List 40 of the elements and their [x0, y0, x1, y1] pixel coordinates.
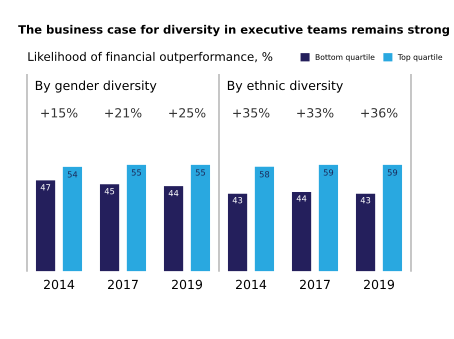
text: By ethnic diversity [228, 80, 343, 93]
data-label: 47 [40, 184, 50, 190]
x-tick-label: 2014 [44, 280, 74, 290]
bar [126, 164, 146, 272]
x-tick-label: 2017 [108, 280, 138, 290]
data-label: 55 [132, 169, 142, 176]
data-label: 45 [104, 188, 114, 194]
text: +33% [297, 108, 334, 118]
bar [382, 164, 402, 272]
bar [100, 184, 120, 272]
chart-title: The business case for diversity in executive teams remains strong [18, 24, 449, 36]
bar [190, 164, 210, 272]
x-tick-label: 2019 [172, 280, 202, 290]
text: +36% [361, 108, 398, 118]
data-label: 59 [324, 169, 334, 176]
bar [228, 194, 248, 272]
data-label: 44 [296, 195, 306, 202]
bar [62, 166, 82, 272]
data-label: 43 [360, 197, 370, 204]
bar [164, 186, 184, 272]
data-label: 59 [388, 169, 398, 176]
bar [36, 180, 56, 272]
data-label: 43 [232, 197, 242, 204]
text: +25% [169, 108, 206, 118]
text: +35% [233, 108, 270, 118]
data-label: 44 [168, 190, 178, 196]
text: +15% [41, 108, 78, 118]
text: By gender diversity [36, 80, 156, 93]
bar [356, 194, 376, 272]
x-tick-label: 2019 [364, 280, 394, 290]
bar [254, 166, 274, 272]
data-label: 55 [196, 169, 206, 176]
x-tick-label: 2014 [236, 280, 266, 290]
bar [292, 192, 312, 272]
x-tick-label: 2017 [300, 280, 330, 290]
chart-subtitle: Likelihood of financial outperformance, % [28, 52, 272, 64]
bar [318, 164, 338, 272]
data-label: 58 [260, 171, 270, 178]
data-label: 54 [68, 171, 78, 178]
text: +21% [105, 108, 142, 118]
